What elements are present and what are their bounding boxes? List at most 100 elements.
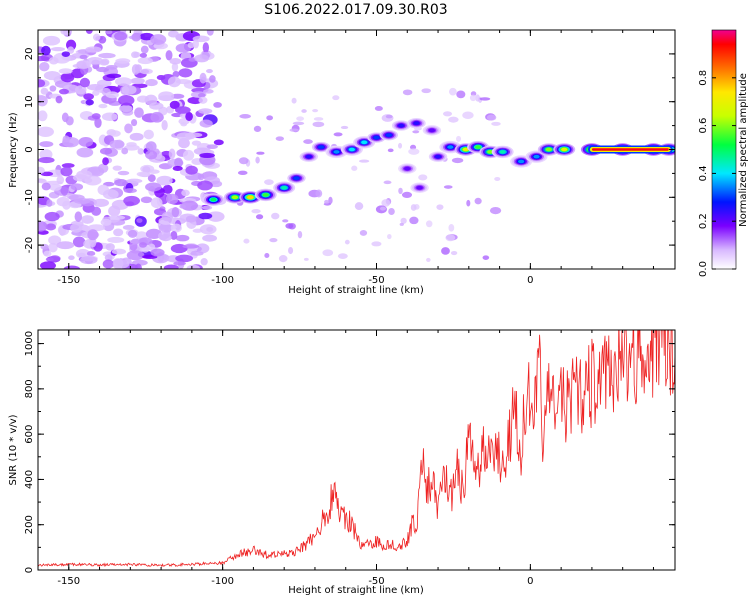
heatmap-noise-blob [178,68,193,78]
heatmap-noise-blob [264,253,270,258]
heatmap-ridge-cell [293,176,300,180]
heatmap-noise-blob [39,141,54,148]
heatmap-noise-blob [109,130,121,137]
heatmap-noise-blob [426,257,431,263]
heatmap-noise-blob [60,72,75,83]
heatmap-noise-blob [112,165,122,171]
heatmap-ridge-cell [462,147,469,152]
heatmap-noise-blob [72,236,86,248]
heatmap-noise-blob [38,110,48,122]
heatmap-noise-blob [40,87,49,95]
heatmap-noise-blob [114,179,128,187]
heatmap-ridge-cell [210,197,217,202]
heatmap-noise-blob [253,125,262,133]
heatmap-noise-blob [131,51,139,59]
heatmap-ridge-cell [385,133,392,137]
heatmap-noise-blob [175,254,194,263]
heatmap-noise-blob [203,89,214,94]
heatmap-noise-blob [100,218,112,226]
heatmap-noise-blob [49,184,62,191]
heatmap-noise-blob [38,56,50,62]
heatmap-noise-blob [186,264,200,269]
heatmap-noise-blob [85,30,93,34]
heatmap-noise-blob [139,68,153,75]
snr-y-tick-label: 200 [24,515,35,534]
snr-frame [37,329,676,571]
heatmap-noise-blob [486,114,497,121]
snr-x-tick-label: 0 [527,576,533,587]
heatmap-noise-blob [49,255,61,262]
heatmap-ridge-cell [447,145,454,149]
heatmap-noise-blob [106,73,122,79]
heatmap-noise-blob [213,139,224,146]
heatmap-noise-blob [174,157,183,168]
heatmap-noise-blob [85,99,94,106]
heatmap-noise-blob [398,187,403,195]
heatmap-noise-blob [175,43,192,53]
heatmap-noise-blob [108,215,126,220]
colorbar-tick-label: 0.8 [698,70,709,86]
spectrogram-y-tick-label: 20 [24,48,35,61]
spectrogram-y-tick-label: 0 [24,146,35,152]
heatmap-ridge-cell [247,195,254,200]
heatmap-noise-blob [150,197,163,209]
heatmap-noise-blob [140,164,155,173]
heatmap-noise-blob [145,141,157,152]
heatmap-noise-blob [165,50,173,61]
heatmap-noise-blob [43,250,52,257]
heatmap-noise-blob [60,30,71,36]
heatmap-noise-blob [136,218,143,223]
heatmap-noise-blob [49,85,57,92]
heatmap-noise-blob [168,148,176,160]
heatmap-noise-blob [315,189,323,198]
heatmap-noise-blob [62,200,71,210]
heatmap-noise-blob [39,149,53,160]
heatmap-noise-blob [328,196,333,205]
heatmap-noise-blob [199,72,207,84]
heatmap-ridge-cell [404,166,411,171]
heatmap-noise-blob [443,185,453,189]
heatmap-noise-blob [175,234,190,242]
heatmap-noise-blob [115,58,131,64]
heatmap-noise-blob [158,223,173,233]
heatmap-noise-blob [409,216,419,225]
heatmap-noise-blob [123,195,140,206]
heatmap-noise-blob [86,250,96,256]
heatmap-noise-blob [374,106,383,111]
heatmap-noise-blob [288,247,294,255]
heatmap-noise-blob [38,126,54,138]
heatmap-noise-blob [451,157,464,164]
heatmap-noise-blob [61,112,69,123]
heatmap-noise-blob [102,259,114,269]
heatmap-noise-blob [131,64,140,75]
heatmap-noise-blob [121,147,129,155]
heatmap-noise-blob [238,157,249,165]
heatmap-noise-blob [91,113,101,120]
heatmap-noise-blob [118,95,135,106]
heatmap-noise-blobs [38,30,502,269]
heatmap-noise-blob [167,76,181,88]
heatmap-noise-blob [105,91,119,99]
heatmap-noise-blob [285,223,294,229]
heatmap-noise-blob [381,199,391,207]
heatmap-noise-blob [351,165,358,171]
heatmap-noise-blob [134,107,144,118]
heatmap-noise-blob [442,111,453,117]
heatmap-noise-blob [130,77,145,85]
heatmap-noise-blob [436,204,444,210]
heatmap-noise-blob [408,148,420,155]
heatmap-noise-blob [479,97,491,101]
heatmap-ridge-cell [231,195,239,200]
heatmap-noise-blob [469,94,477,102]
spectrogram-x-tick-label: -50 [368,275,384,286]
heatmap-noise-blob [150,34,167,45]
heatmap-noise-blob [131,32,141,42]
heatmap-noise-blob [58,88,69,95]
heatmap-noise-blob [206,69,213,74]
heatmap-noise-blob [42,35,61,46]
colorbar: 0.0 0.2 0.4 0.6 0.8 Normalized spectral ampl… [698,29,749,277]
heatmap-noise-blob [122,224,135,230]
heatmap-noise-blob [113,228,124,237]
heatmap-ridge-cell [545,147,552,152]
